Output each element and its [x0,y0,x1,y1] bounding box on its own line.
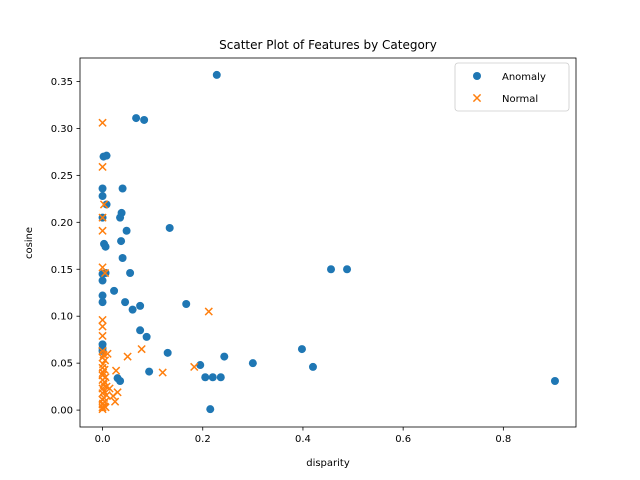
anomaly-point [126,269,135,278]
anomaly-point [98,192,107,201]
anomaly-point [142,332,151,341]
anomaly-point [116,376,125,385]
x-tick-label: 0.8 [495,434,511,445]
axes-frame [79,57,577,428]
anomaly-point [110,286,119,295]
normal-point [108,391,118,401]
anomaly-point [117,237,126,246]
anomaly-point [118,253,127,262]
anomaly-point [308,362,317,371]
anomaly-point [116,213,125,222]
normal-point [123,352,132,361]
normal-point [190,362,199,372]
y-tick-label: 0.20 [51,218,73,229]
normal-point [98,403,107,412]
y-tick-label: 0.30 [51,124,73,135]
anomaly-point [122,226,131,235]
anomaly-point [98,276,107,285]
anomaly-point [327,265,336,274]
anomaly-point [220,352,229,361]
normal-point [110,397,120,406]
anomaly-point [128,305,137,314]
normal-point [98,322,107,331]
anomaly-point [102,200,111,209]
normal-point [98,389,107,398]
plot-area: 0.0 0.2 0.4 0.6 0.8 0.00 0.05 0.10 0.15 0.20 0.25 0… [51,57,577,445]
normal-point [98,263,107,272]
y-tick-label: 0.35 [51,77,73,88]
normal-legend-marker [472,93,482,103]
anomaly-point [121,298,130,307]
anomaly-point [212,70,221,79]
anomaly-point [201,373,210,382]
anomaly-point [98,298,107,307]
anomaly-point [196,361,205,370]
y-tick-label: 0.10 [51,312,73,323]
normal-point [98,368,108,377]
anomaly-point [145,367,154,376]
anomaly-point [98,184,107,193]
normal-point [98,213,107,222]
normal-point [98,162,107,172]
x-axis-label: disparity [306,458,350,469]
normal-point [98,226,107,235]
x-tick-label: 0.0 [95,434,111,445]
normal-point [158,368,167,377]
anomaly-point [101,242,110,251]
anomaly-point [132,114,141,123]
x-tick-label: 0.6 [395,434,411,445]
y-tick-label: 0.15 [51,265,73,276]
anomaly-point [136,326,145,335]
anomaly-point [98,291,107,300]
anomaly-point [208,373,217,382]
anomaly-legend-marker [473,72,481,80]
anomaly-point [140,115,149,124]
normal-point [98,315,107,325]
normal-point [99,200,109,209]
x-tick-label: 0.2 [195,434,211,445]
normal-point [105,384,114,393]
y-tick-label: 0.25 [51,171,73,182]
x-tick-label: 0.4 [295,434,311,445]
y-axis-label: cosine [24,227,35,259]
normal-point [204,307,213,316]
anomaly-point [297,345,306,354]
anomaly-point [165,223,174,232]
legend-label-anomaly: Anomaly [502,72,546,83]
anomaly-point [136,301,145,310]
normal-point [98,331,107,341]
anomaly-point [550,376,559,385]
anomaly-point [102,151,111,160]
legend-label-normal: Normal [502,94,538,105]
anomaly-point [163,348,172,357]
normal-point [100,268,110,278]
y-tick-label: 0.00 [51,406,73,417]
anomaly-point [206,405,215,414]
y-tick-label: 0.05 [51,359,73,370]
anomaly-point [248,359,257,368]
normal-point [98,405,107,414]
chart-title: Scatter Plot of Features by Category [219,38,437,52]
anomaly-point [216,373,225,382]
normal-point [98,118,107,127]
normal-point [111,366,121,375]
anomaly-point [118,184,127,193]
anomaly-point [343,265,352,274]
anomaly-point [182,300,191,308]
legend: Anomaly Normal [454,62,570,112]
normal-point [137,344,146,354]
legend-box [454,62,570,112]
